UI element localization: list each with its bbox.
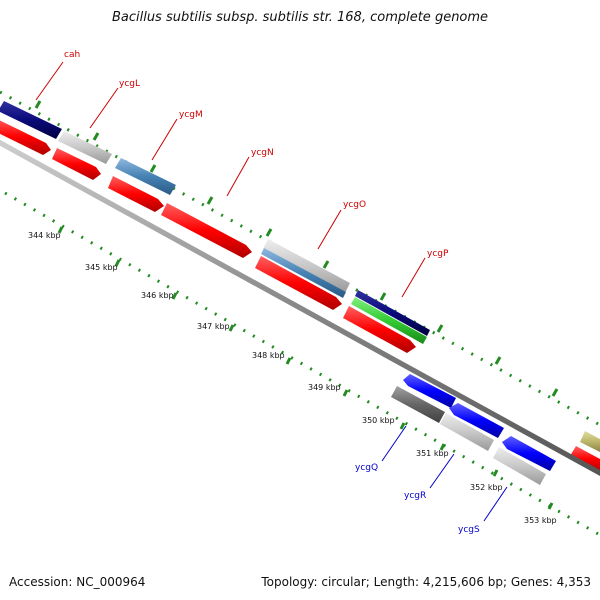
- gene-ycgM-block[interactable]: [115, 158, 176, 195]
- arrow-ycgO[interactable]: [255, 256, 342, 310]
- tick-label: 348 kbp: [252, 351, 285, 360]
- gene-labels: cah ycgL ycgM ycgN ycgO ycgP ycgQ ycgR y…: [64, 50, 480, 535]
- gene-ycgO-inner: [261, 248, 346, 298]
- genome-summary-text: Topology: circular; Length: 4,215,606 bp…: [261, 575, 591, 589]
- outer-ring-ticks: [34, 100, 559, 397]
- tick-label: 351 kbp: [416, 449, 449, 458]
- gene-label-ycgL[interactable]: ycgL: [119, 79, 140, 89]
- leader-ycgS: [483, 486, 508, 522]
- gene-label-ycgO[interactable]: ycgO: [343, 200, 366, 210]
- gene-ycgR-block[interactable]: [440, 413, 494, 451]
- leader-ycgN: [226, 156, 250, 197]
- reverse-features: [391, 374, 556, 485]
- arrow-cah[interactable]: [0, 118, 51, 155]
- arrow-ycgN[interactable]: [161, 203, 252, 258]
- arrow-ycgL[interactable]: [52, 148, 101, 180]
- arrow-ycgM[interactable]: [108, 176, 164, 212]
- accession-text: Accession: NC_000964: [9, 575, 146, 589]
- leader-ycgR: [429, 453, 455, 489]
- genome-backbone: [0, 139, 600, 476]
- arrow-ycgP[interactable]: [343, 306, 416, 353]
- tick-label: 345 kbp: [85, 263, 118, 272]
- gene-ycgS-block[interactable]: [493, 447, 546, 485]
- leader-ycgP: [401, 257, 426, 298]
- map-title: Bacillus subtilis subsp. subtilis str. 1…: [111, 10, 489, 25]
- tick-label: 352 kbp: [470, 483, 503, 492]
- leader-ycgM: [151, 118, 178, 161]
- arrow-ycgR[interactable]: [449, 403, 504, 438]
- gene-label-ycgP[interactable]: ycgP: [427, 249, 449, 259]
- gene-ycgO-block[interactable]: [263, 239, 350, 293]
- gene-cah-block[interactable]: [0, 101, 62, 139]
- tick-labels: 344 kbp 345 kbp 346 kbp 347 kbp 348 kbp …: [28, 231, 557, 525]
- forward-arrows: [0, 118, 600, 472]
- tick-label: 347 kbp: [197, 322, 230, 331]
- inner-dotted-ring: [4, 191, 600, 537]
- tick-label: 346 kbp: [141, 291, 174, 300]
- gene-label-ycgM[interactable]: ycgM: [179, 110, 203, 120]
- gene-label-ycgS[interactable]: ycgS: [458, 525, 480, 535]
- gene-label-cah[interactable]: cah: [64, 50, 80, 60]
- inner-ring-ticks: [57, 226, 554, 510]
- tick-label: 353 kbp: [524, 516, 557, 525]
- gene-label-ycgQ[interactable]: ycgQ: [355, 463, 378, 473]
- gene-ycgL-block[interactable]: [58, 131, 112, 164]
- gene-ycgP-block[interactable]: [355, 290, 430, 336]
- arrow-ycgS[interactable]: [502, 436, 556, 471]
- gene-label-ycgN[interactable]: ycgN: [251, 148, 274, 158]
- leader-cah: [35, 61, 64, 101]
- leader-ycgQ: [381, 425, 407, 462]
- gene-ycgQ-block[interactable]: [391, 386, 445, 423]
- leader-ycgO: [317, 209, 342, 250]
- gene-ycgP-inner: [351, 297, 427, 344]
- arrow-ycgQ[interactable]: [403, 374, 456, 408]
- tick-label: 349 kbp: [308, 383, 341, 392]
- gene-label-ycgR[interactable]: ycgR: [404, 491, 426, 501]
- leader-ycgL: [89, 87, 119, 129]
- forward-features: [0, 101, 600, 452]
- tick-label: 344 kbp: [28, 231, 61, 240]
- arrow-next: [570, 446, 600, 472]
- gene-leaders: [35, 61, 508, 522]
- gene-olive-block: [580, 431, 600, 452]
- tick-label: 350 kbp: [362, 416, 395, 425]
